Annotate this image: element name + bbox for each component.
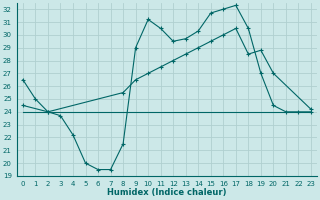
X-axis label: Humidex (Indice chaleur): Humidex (Indice chaleur): [107, 188, 227, 197]
